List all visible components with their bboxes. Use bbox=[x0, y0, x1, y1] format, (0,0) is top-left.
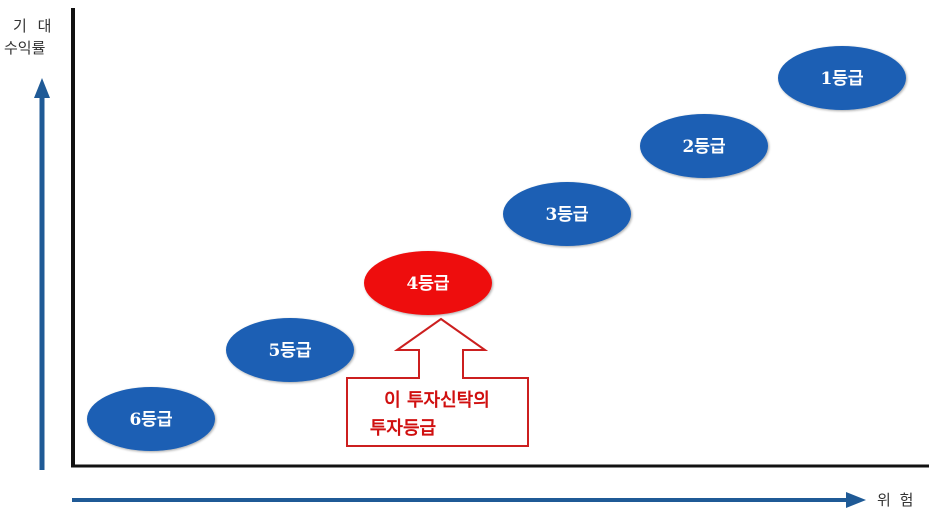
callout: 이 투자신탁의 투자등급 bbox=[346, 317, 529, 447]
grade-3-label: 3등급 bbox=[545, 205, 588, 225]
grade-1-ellipse bbox=[778, 46, 906, 110]
grade-2-ellipse bbox=[640, 114, 768, 178]
grade-2-label: 2등급 bbox=[682, 137, 725, 157]
grade-4: 4등급 bbox=[364, 251, 492, 315]
grade-3-ellipse bbox=[503, 182, 631, 246]
x-axis-label: 위 험 bbox=[877, 491, 916, 509]
grade-1-label: 1등급 bbox=[820, 69, 863, 89]
grade-4-label: 4등급 bbox=[406, 274, 449, 294]
x-arrow bbox=[72, 492, 866, 508]
callout-line1: 이 투자신탁의 bbox=[384, 390, 490, 411]
grade-5-label: 5등급 bbox=[268, 341, 311, 361]
grade-2: 2등급 bbox=[640, 114, 768, 178]
grade-5: 5등급 bbox=[226, 318, 354, 382]
y-arrow bbox=[34, 78, 50, 470]
callout-arrow-shape bbox=[346, 317, 529, 447]
grade-6-ellipse bbox=[87, 387, 215, 451]
y-axis-label-line2: 수익률 bbox=[4, 39, 46, 57]
grade-1: 1등급 bbox=[778, 46, 906, 110]
grade-4-ellipse bbox=[364, 251, 492, 315]
grade-3: 3등급 bbox=[503, 182, 631, 246]
grade-6: 6등급 bbox=[87, 387, 215, 451]
y-axis-label-line1: 기 대 bbox=[13, 17, 55, 35]
grade-6-label: 6등급 bbox=[129, 410, 172, 430]
callout-line2: 투자등급 bbox=[370, 418, 436, 439]
grade-5-ellipse bbox=[226, 318, 354, 382]
